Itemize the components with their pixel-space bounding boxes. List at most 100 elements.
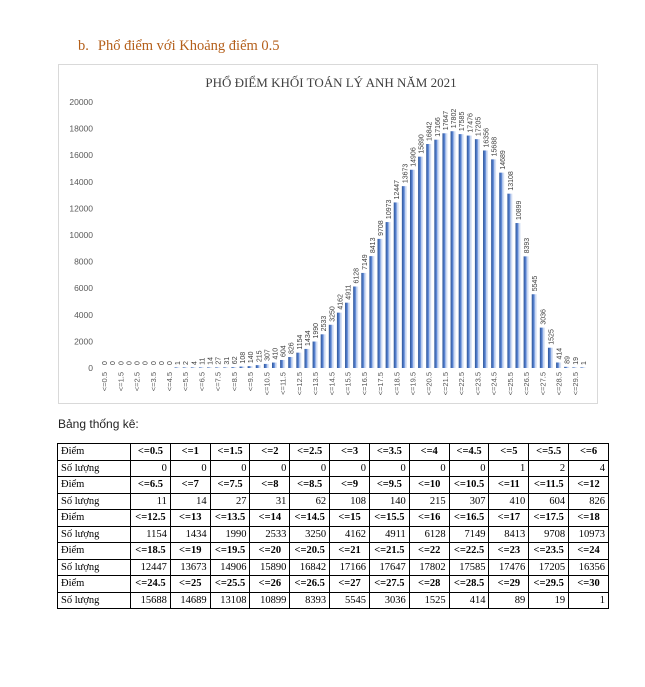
count-cell: 1434 — [169, 525, 211, 543]
data-label: 16842 — [427, 121, 434, 141]
count-cell: 9708 — [528, 525, 570, 543]
score-cell: <=2.5 — [289, 443, 331, 461]
bar — [223, 367, 229, 368]
score-cell: <=13.5 — [209, 509, 251, 527]
data-label: 13673 — [402, 164, 409, 184]
score-cell: <=29 — [488, 575, 530, 593]
chart-title: PHỔ ĐIỂM KHỐI TOÁN LÝ ANH NĂM 2021 — [205, 75, 456, 90]
count-cell: 2 — [528, 459, 570, 477]
data-label: 3250 — [329, 306, 336, 322]
count-cell: 7149 — [448, 525, 490, 543]
score-row-label: Điểm — [57, 443, 131, 461]
score-cell: <=12.5 — [130, 509, 171, 527]
bar — [491, 159, 497, 368]
score-cell: <=7.5 — [209, 476, 251, 494]
data-label: 10973 — [386, 199, 393, 219]
score-cell: <=21.5 — [368, 542, 410, 560]
x-tick-label: <=10.5 — [262, 372, 271, 395]
count-cell: 1990 — [209, 525, 251, 543]
x-tick-label: <=0.5 — [100, 372, 109, 391]
score-row: Điểm <=24.5 <=25 <=25.5 <=26 <=26.5 <=27 <=27.5… — [57, 575, 609, 593]
data-label: 0 — [102, 361, 109, 365]
count-row: Số lượng 1154 1434 1990 2533 3250 4162 4911 6128… — [57, 525, 609, 543]
data-label: 3036 — [540, 309, 547, 325]
bar — [434, 139, 440, 368]
count-cell: 27 — [209, 492, 251, 510]
score-cell: <=30 — [568, 575, 609, 593]
bar — [466, 135, 472, 368]
stats-label: Bảng thống kê: — [58, 417, 139, 431]
x-tick-label: <=7.5 — [214, 372, 223, 391]
count-cell: 0 — [289, 459, 331, 477]
bar — [247, 366, 253, 368]
score-cell: <=16 — [408, 509, 450, 527]
bar — [231, 367, 237, 368]
bar — [182, 367, 188, 368]
bar — [474, 139, 480, 368]
score-cell: <=2 — [249, 443, 291, 461]
count-cell: 0 — [448, 459, 490, 477]
score-row: Điểm <=0.5 <=1 <=1.5 <=2 <=2.5 <=3 <=3.5 <=4 <=4.… — [57, 443, 609, 461]
data-label: 1525 — [548, 329, 555, 345]
data-label: 14906 — [410, 147, 417, 167]
count-row-label: Số lượng — [57, 591, 131, 609]
score-cell: <=4 — [408, 443, 450, 461]
data-label: 13108 — [508, 171, 515, 191]
x-tick-label: <=25.5 — [506, 372, 515, 395]
bar — [353, 286, 359, 368]
score-cell: <=14.5 — [289, 509, 331, 527]
y-tick-label: 0 — [88, 363, 93, 373]
data-label: 19 — [573, 357, 580, 365]
statistics-table: Điểm <=0.5 <=1 <=1.5 <=2 <=2.5 <=3 <=3.5 <=4 <=4.… — [57, 443, 609, 609]
count-cell: 1525 — [408, 591, 450, 609]
count-cell: 10899 — [249, 591, 291, 609]
score-row: Điểm <=18.5 <=19 <=19.5 <=20 <=20.5 <=21 <=21.5… — [57, 542, 609, 560]
count-cell: 16842 — [289, 558, 331, 576]
data-label: 14689 — [500, 150, 507, 170]
bar — [320, 334, 326, 368]
bar — [426, 144, 432, 368]
data-label: 604 — [281, 345, 288, 357]
count-cell: 108 — [329, 492, 370, 510]
data-label: 17647 — [443, 111, 450, 131]
bar — [304, 348, 310, 368]
y-tick-label: 4000 — [74, 310, 93, 320]
bar — [190, 367, 196, 368]
bars-group — [174, 131, 586, 368]
count-cell: 15890 — [249, 558, 291, 576]
count-cell: 4 — [568, 459, 609, 477]
count-row-label: Số lượng — [57, 459, 131, 477]
count-cell: 17205 — [528, 558, 570, 576]
score-cell: <=19 — [169, 542, 211, 560]
data-label: 15688 — [492, 137, 499, 157]
count-cell: 4162 — [329, 525, 370, 543]
data-label: 1154 — [297, 334, 304, 349]
score-cell: <=5 — [488, 443, 530, 461]
score-cell: <=18.5 — [130, 542, 171, 560]
data-label: 14 — [208, 357, 215, 365]
score-row: Điểm <=6.5 <=7 <=7.5 <=8 <=8.5 <=9 <=9.5 <=10 <=1… — [57, 476, 609, 494]
x-tick-label: <=9.5 — [246, 372, 255, 391]
count-cell: 410 — [488, 492, 530, 510]
bar — [312, 341, 318, 368]
count-cell: 62 — [289, 492, 331, 510]
data-label: 0 — [118, 361, 125, 365]
count-cell: 17166 — [329, 558, 370, 576]
data-label: 89 — [565, 356, 572, 364]
x-tick-label: <=12.5 — [295, 372, 304, 395]
count-cell: 0 — [169, 459, 211, 477]
y-tick-label: 10000 — [69, 230, 93, 240]
data-label: 0 — [143, 361, 150, 365]
x-tick-label: <=20.5 — [425, 372, 434, 395]
count-cell: 10973 — [568, 525, 609, 543]
bar — [450, 131, 456, 368]
data-label: 10899 — [516, 200, 523, 220]
score-cell: <=3.5 — [368, 443, 410, 461]
count-cell: 14906 — [209, 558, 251, 576]
score-cell: <=9.5 — [368, 476, 410, 494]
bar — [442, 133, 448, 368]
data-label: 12447 — [394, 180, 401, 200]
score-cell: <=24 — [568, 542, 609, 560]
data-label: 2 — [183, 361, 190, 365]
x-tick-label: <=13.5 — [311, 372, 320, 395]
